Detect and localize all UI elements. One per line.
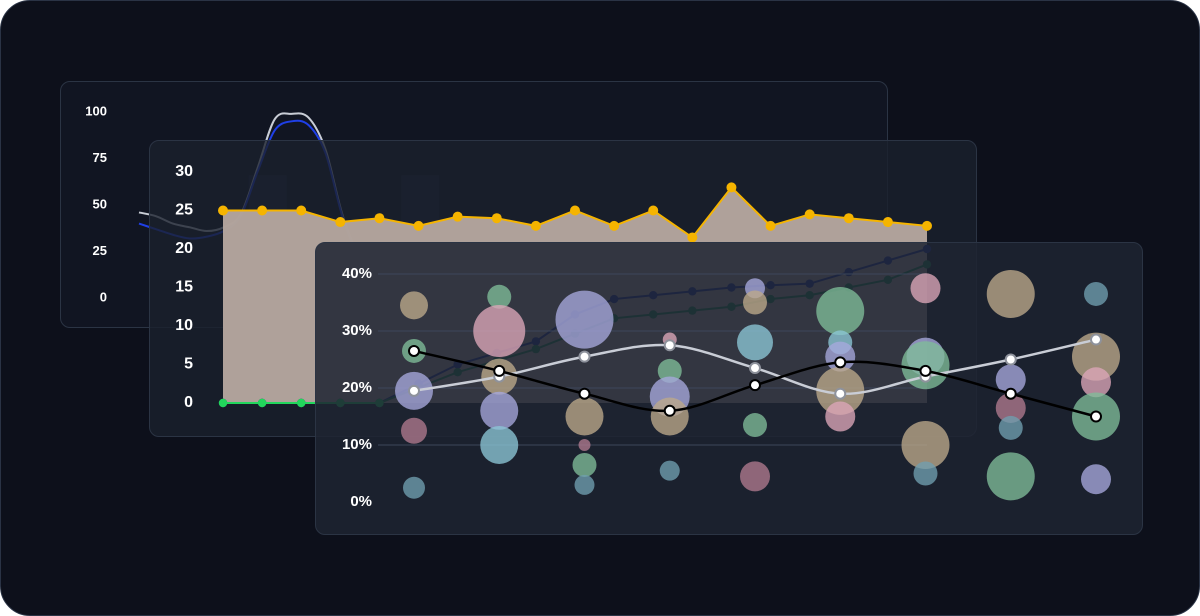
bubble xyxy=(740,461,770,492)
y-tick-label: 30 xyxy=(175,163,193,180)
data-point xyxy=(491,213,502,224)
y-tick-label: 100 xyxy=(85,103,107,118)
bubble xyxy=(572,452,597,477)
bubble xyxy=(737,324,773,361)
y-tick-label: 5 xyxy=(184,356,193,373)
data-point xyxy=(1004,353,1017,366)
data-point xyxy=(882,217,893,228)
data-point xyxy=(663,339,676,352)
data-point xyxy=(922,220,932,231)
data-point xyxy=(493,364,506,377)
bubble xyxy=(480,426,519,464)
data-point xyxy=(749,379,761,392)
bubble xyxy=(1072,332,1120,381)
y-tick-label: 25 xyxy=(175,202,193,219)
bubble xyxy=(1084,281,1108,306)
bubble xyxy=(901,421,950,469)
y-tick-label: 0 xyxy=(184,394,193,411)
bubble xyxy=(825,401,856,432)
data-point xyxy=(804,209,815,220)
y-tick-label: 15 xyxy=(175,279,193,296)
bubble xyxy=(659,460,680,481)
bubble xyxy=(400,291,428,320)
bubble xyxy=(986,452,1035,501)
y-tick-label: 20% xyxy=(342,379,372,396)
data-point xyxy=(578,387,591,400)
data-point xyxy=(663,404,676,417)
data-point xyxy=(530,220,541,231)
data-point xyxy=(257,398,267,408)
y-tick-label: 10 xyxy=(175,317,193,334)
y-tick-label: 25 xyxy=(93,243,107,258)
data-point xyxy=(749,362,761,375)
data-point xyxy=(687,232,698,243)
data-point xyxy=(257,205,268,216)
y-tick-label: 0% xyxy=(350,493,372,510)
bubble xyxy=(743,413,767,438)
data-point xyxy=(218,205,228,216)
bubble xyxy=(743,290,767,315)
bubble xyxy=(574,474,595,495)
bubble xyxy=(995,364,1026,395)
data-point xyxy=(578,350,591,363)
data-point xyxy=(297,398,306,408)
bubble xyxy=(473,305,526,357)
data-point xyxy=(726,182,737,193)
data-point xyxy=(335,217,346,228)
bubble xyxy=(1081,367,1111,398)
bubble xyxy=(913,461,938,486)
data-point xyxy=(1090,410,1102,423)
data-point xyxy=(648,205,659,216)
data-point xyxy=(919,364,932,377)
data-point xyxy=(834,387,847,400)
y-tick-label: 30% xyxy=(342,322,372,339)
bubble xyxy=(986,269,1035,318)
data-point xyxy=(296,205,307,216)
y-tick-label: 20 xyxy=(175,240,193,257)
y-tick-label: 40% xyxy=(342,265,372,282)
bubble xyxy=(1081,464,1111,495)
data-point xyxy=(765,220,776,231)
data-point xyxy=(1004,387,1017,400)
y-tick-label: 75 xyxy=(93,150,107,165)
bubble xyxy=(578,439,591,451)
bubble xyxy=(657,358,682,383)
data-point xyxy=(408,384,420,397)
bubble-chart: 40% 30% 20% 10% 0% xyxy=(342,265,1120,510)
data-point xyxy=(413,220,424,231)
data-point xyxy=(570,205,580,216)
bubble xyxy=(995,392,1026,423)
data-point xyxy=(218,398,228,408)
bubble xyxy=(816,287,865,336)
y-tick-label: 50 xyxy=(93,196,107,211)
data-point xyxy=(843,213,854,224)
data-point xyxy=(834,356,847,369)
bubble-chart-card: 40% 30% 20% 10% 0% xyxy=(315,242,1143,535)
y-tick-label: 10% xyxy=(342,436,372,453)
bubble xyxy=(480,391,519,430)
data-point xyxy=(408,344,420,357)
bubble xyxy=(403,476,425,499)
bubble xyxy=(565,397,604,436)
bubble xyxy=(487,284,512,309)
bubble xyxy=(910,273,941,304)
data-point xyxy=(374,213,385,224)
data-point xyxy=(609,220,620,231)
bubble xyxy=(401,417,427,444)
data-point xyxy=(452,211,463,222)
y-tick-label: 0 xyxy=(100,289,107,304)
bubble xyxy=(998,415,1023,440)
data-point xyxy=(1090,333,1102,346)
bubble xyxy=(555,290,614,349)
